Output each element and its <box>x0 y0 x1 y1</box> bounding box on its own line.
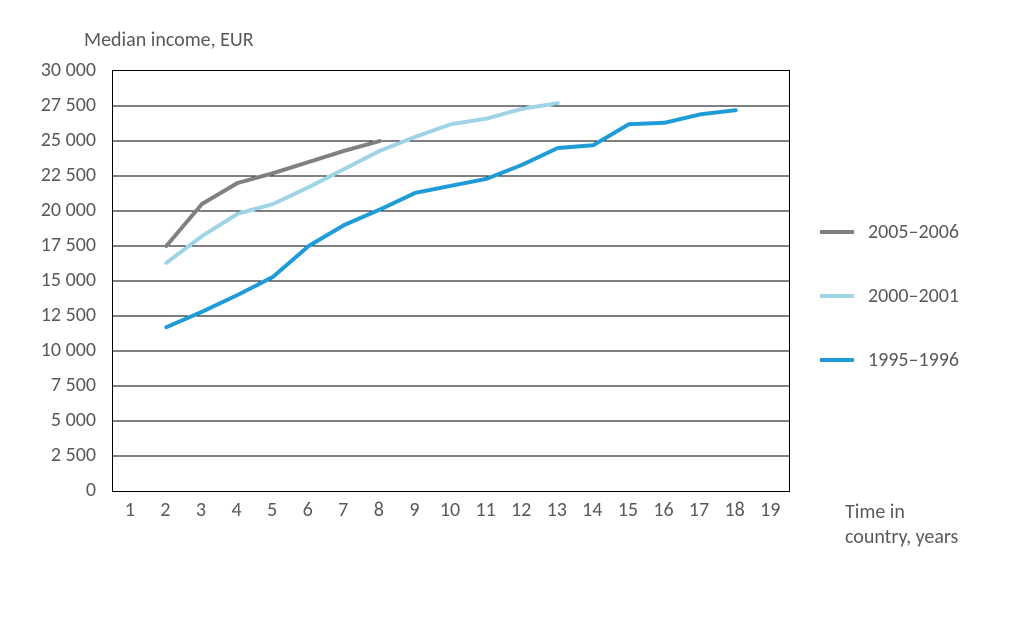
y-tick-label: 15 000 <box>0 268 96 292</box>
x-tick-label: 9 <box>409 498 419 522</box>
plot-area <box>112 70 790 492</box>
y-tick-label: 5 000 <box>0 408 96 432</box>
x-tick-label: 6 <box>303 498 313 522</box>
y-axis-ticks: 02 5005 0007 50010 00012 50015 00017 500… <box>0 70 106 490</box>
legend-swatch <box>820 294 854 298</box>
y-tick-label: 17 500 <box>0 233 96 257</box>
x-tick-label: 19 <box>760 498 780 522</box>
y-tick-label: 12 500 <box>0 303 96 327</box>
legend-item: 2000–2001 <box>820 284 1010 308</box>
x-tick-label: 11 <box>475 498 495 522</box>
x-tick-label: 1 <box>125 498 135 522</box>
y-tick-label: 2 500 <box>0 443 96 467</box>
legend-label: 2000–2001 <box>868 284 959 308</box>
y-tick-label: 10 000 <box>0 338 96 362</box>
y-tick-label: 25 000 <box>0 128 96 152</box>
x-axis-title-line1: Time incountry, years <box>845 500 958 549</box>
legend-label: 2005–2006 <box>868 220 959 244</box>
legend-label: 1995–1996 <box>868 348 959 372</box>
x-axis-ticks: 12345678910111213141516171819 <box>112 498 788 528</box>
y-tick-label: 27 500 <box>0 93 96 117</box>
series-line <box>166 103 557 263</box>
x-tick-label: 17 <box>689 498 709 522</box>
y-tick-label: 22 500 <box>0 163 96 187</box>
legend: 2005–2006 2000–2001 1995–1996 <box>820 220 1010 412</box>
x-tick-label: 16 <box>653 498 673 522</box>
x-axis-title: Time incountry, years <box>845 500 958 550</box>
legend-swatch <box>820 358 854 362</box>
series-line <box>166 141 379 246</box>
series-line <box>166 110 735 327</box>
x-tick-label: 3 <box>196 498 206 522</box>
x-tick-label: 10 <box>440 498 460 522</box>
x-tick-label: 15 <box>618 498 638 522</box>
y-tick-label: 30 000 <box>0 58 96 82</box>
x-tick-label: 12 <box>511 498 531 522</box>
legend-swatch <box>820 230 854 234</box>
x-tick-label: 18 <box>724 498 744 522</box>
chart-container: Median income, EUR 0 2 500 5 000 7 500 10 00… <box>0 0 1024 623</box>
y-axis-title: Median income, EUR <box>84 28 254 52</box>
legend-item: 2005–2006 <box>820 220 1010 244</box>
x-tick-label: 7 <box>338 498 348 522</box>
line-series <box>113 71 789 491</box>
x-tick-label: 8 <box>374 498 384 522</box>
x-tick-label: 14 <box>582 498 602 522</box>
y-tick-label: 0 <box>0 478 96 502</box>
x-tick-label: 4 <box>231 498 241 522</box>
x-tick-label: 13 <box>547 498 567 522</box>
x-tick-label: 5 <box>267 498 277 522</box>
x-tick-label: 2 <box>160 498 170 522</box>
legend-item: 1995–1996 <box>820 348 1010 372</box>
y-tick-label: 7 500 <box>0 373 96 397</box>
y-tick-label: 20 000 <box>0 198 96 222</box>
